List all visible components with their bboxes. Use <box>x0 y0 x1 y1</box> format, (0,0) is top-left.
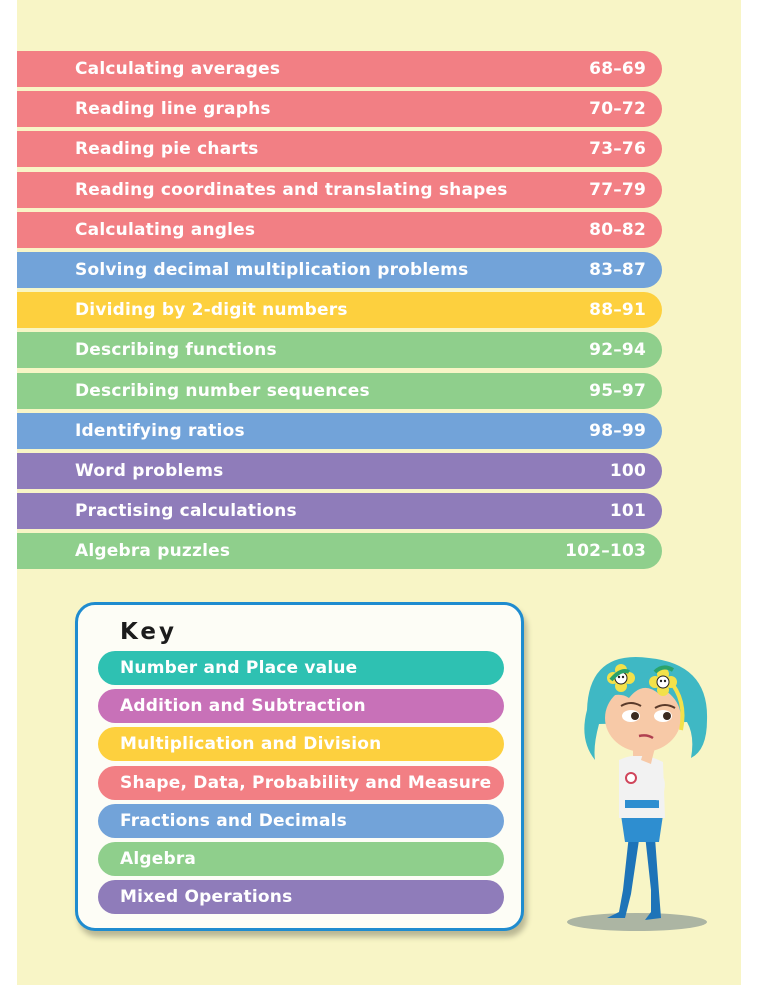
toc-row[interactable]: Word problems 100 <box>17 452 662 489</box>
key-list: Number and Place value Addition and Subt… <box>98 651 504 918</box>
toc-row[interactable]: Calculating averages 68–69 <box>17 51 662 87</box>
table-of-contents: Calculating averages 68–69 Reading line g… <box>17 51 662 573</box>
toc-row[interactable]: Dividing by 2-digit numbers 88–91 <box>17 292 662 329</box>
toc-title: Calculating averages <box>75 59 281 79</box>
key-item: Addition and Subtraction <box>98 689 504 724</box>
toc-title: Reading coordinates and translating shap… <box>75 179 508 200</box>
toc-title: Describing functions <box>75 340 277 361</box>
toc-pages: 83–87 <box>589 259 646 280</box>
toc-pages: 80–82 <box>589 219 646 240</box>
key-item: Shape, Data, Probability and Measure <box>98 765 504 800</box>
toc-row[interactable]: Reading coordinates and translating shap… <box>17 171 662 208</box>
toc-pages: 88–91 <box>589 300 646 321</box>
key-item: Algebra <box>98 841 504 876</box>
toc-title: Reading line graphs <box>75 99 271 120</box>
toc-pages: 102–103 <box>565 541 646 562</box>
toc-pages: 77–79 <box>589 179 646 200</box>
toc-pages: 100 <box>609 460 646 481</box>
toc-row[interactable]: Algebra puzzles 102–103 <box>17 533 662 570</box>
key-panel: Key Number and Place value Addition and … <box>75 602 524 931</box>
toc-row[interactable]: Describing functions 92–94 <box>17 332 662 369</box>
toc-title: Describing number sequences <box>75 380 370 401</box>
toc-row[interactable]: Reading line graphs 70–72 <box>17 91 662 128</box>
toc-title: Algebra puzzles <box>75 541 231 562</box>
key-item: Mixed Operations <box>98 880 504 915</box>
key-title: Key <box>120 619 178 645</box>
toc-pages: 92–94 <box>589 340 646 361</box>
toc-row[interactable]: Describing number sequences 95–97 <box>17 372 662 409</box>
toc-pages: 70–72 <box>589 99 646 120</box>
toc-row[interactable]: Calculating angles 80–82 <box>17 211 662 248</box>
toc-pages: 68–69 <box>589 59 646 79</box>
toc-title: Reading pie charts <box>75 139 259 160</box>
key-item: Multiplication and Division <box>98 727 504 762</box>
toc-title: Calculating angles <box>75 219 256 240</box>
page-background: Calculating averages 68–69 Reading line g… <box>17 0 741 985</box>
toc-title: Identifying ratios <box>75 420 245 441</box>
toc-row[interactable]: Practising calculations 101 <box>17 493 662 530</box>
toc-pages: 98–99 <box>589 420 646 441</box>
key-item: Number and Place value <box>98 651 504 685</box>
toc-pages: 73–76 <box>589 139 646 160</box>
girl-with-flowers-character-icon <box>567 657 708 931</box>
toc-title: Word problems <box>75 460 224 481</box>
toc-row[interactable]: Reading pie charts 73–76 <box>17 131 662 168</box>
toc-title: Practising calculations <box>75 501 297 522</box>
toc-row[interactable]: Solving decimal multiplication problems 8… <box>17 251 662 288</box>
toc-pages: 95–97 <box>589 380 646 401</box>
toc-pages: 101 <box>609 501 646 522</box>
toc-row[interactable]: Identifying ratios 98–99 <box>17 412 662 449</box>
key-item: Fractions and Decimals <box>98 803 504 838</box>
toc-title: Dividing by 2-digit numbers <box>75 300 348 321</box>
toc-title: Solving decimal multiplication problems <box>75 259 469 280</box>
